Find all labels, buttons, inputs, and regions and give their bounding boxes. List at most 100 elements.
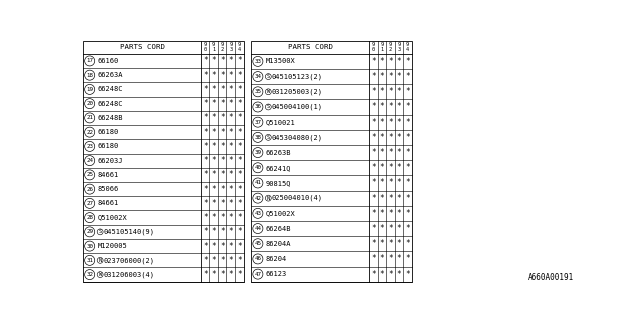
Text: 66203J: 66203J [98, 158, 124, 164]
Text: *: * [405, 118, 410, 127]
Text: *: * [237, 170, 241, 180]
Text: 28: 28 [86, 215, 93, 220]
Text: *: * [228, 185, 233, 194]
Text: *: * [203, 256, 207, 265]
Text: 17: 17 [86, 59, 93, 63]
Text: 9
3: 9 3 [229, 43, 232, 52]
Text: 66263B: 66263B [266, 149, 291, 156]
Text: *: * [237, 199, 241, 208]
Text: *: * [228, 85, 233, 94]
Text: *: * [380, 254, 384, 263]
Text: *: * [397, 270, 401, 279]
Text: *: * [371, 102, 376, 111]
Text: *: * [380, 118, 384, 127]
Text: *: * [211, 71, 216, 80]
Text: *: * [211, 156, 216, 165]
Text: *: * [405, 239, 410, 248]
Text: 9
4: 9 4 [237, 43, 241, 52]
Text: *: * [220, 185, 225, 194]
Text: 045004100(1): 045004100(1) [272, 104, 323, 110]
Text: *: * [405, 87, 410, 96]
Text: 45: 45 [254, 241, 261, 246]
Text: *: * [220, 228, 225, 236]
Text: 9
0: 9 0 [204, 43, 207, 52]
Text: *: * [388, 224, 393, 233]
Text: *: * [211, 142, 216, 151]
Text: *: * [388, 118, 393, 127]
Text: 47: 47 [254, 272, 261, 276]
Text: 66263A: 66263A [98, 72, 124, 78]
Bar [83, 41, 244, 282]
Text: *: * [228, 256, 233, 265]
Text: 86204A: 86204A [266, 241, 291, 247]
Text: *: * [371, 209, 376, 218]
Text: *: * [203, 156, 207, 165]
Text: 41: 41 [254, 180, 261, 186]
Text: 9
1: 9 1 [212, 43, 215, 52]
Text: *: * [237, 56, 241, 65]
Bar [252, 41, 412, 282]
Text: 20: 20 [86, 101, 93, 106]
Text: *: * [380, 102, 384, 111]
Text: 66248C: 66248C [98, 86, 124, 92]
Text: *: * [203, 99, 207, 108]
Text: *: * [388, 194, 393, 203]
Text: 84661: 84661 [98, 172, 119, 178]
Text: *: * [380, 224, 384, 233]
Text: 9
3: 9 3 [397, 43, 401, 52]
Text: *: * [388, 239, 393, 248]
Text: 21: 21 [86, 116, 93, 120]
Text: *: * [237, 156, 241, 165]
Text: *: * [220, 99, 225, 108]
Text: 44: 44 [254, 226, 261, 231]
Text: *: * [405, 209, 410, 218]
Text: 9
4: 9 4 [406, 43, 409, 52]
Text: 023706000(2): 023706000(2) [104, 257, 155, 264]
Text: *: * [237, 71, 241, 80]
Text: Q51002X: Q51002X [266, 210, 296, 216]
Text: *: * [220, 199, 225, 208]
Text: *: * [220, 170, 225, 180]
Text: *: * [228, 228, 233, 236]
Text: *: * [380, 239, 384, 248]
Text: *: * [388, 270, 393, 279]
Text: *: * [203, 170, 207, 180]
Text: *: * [397, 209, 401, 218]
Text: *: * [203, 199, 207, 208]
Text: 9
2: 9 2 [221, 43, 224, 52]
Text: *: * [388, 102, 393, 111]
Text: 31: 31 [86, 258, 93, 263]
Text: *: * [220, 270, 225, 279]
Text: 32: 32 [86, 272, 93, 277]
Text: PARTS CORD: PARTS CORD [287, 44, 333, 50]
Text: *: * [220, 128, 225, 137]
Text: *: * [397, 239, 401, 248]
Text: *: * [220, 56, 225, 65]
Text: *: * [405, 102, 410, 111]
Text: *: * [203, 113, 207, 123]
Text: 90815Q: 90815Q [266, 180, 291, 186]
Text: *: * [388, 133, 393, 142]
Text: *: * [228, 270, 233, 279]
Text: *: * [211, 256, 216, 265]
Text: *: * [388, 254, 393, 263]
Text: *: * [237, 213, 241, 222]
Text: *: * [380, 87, 384, 96]
Text: 37: 37 [254, 120, 261, 125]
Text: *: * [237, 128, 241, 137]
Text: *: * [397, 163, 401, 172]
Text: 18: 18 [86, 73, 93, 78]
Text: *: * [220, 256, 225, 265]
Text: *: * [371, 148, 376, 157]
Text: 66180: 66180 [98, 143, 119, 149]
Text: 19: 19 [86, 87, 93, 92]
Text: 86204: 86204 [266, 256, 287, 262]
Text: *: * [203, 270, 207, 279]
Text: *: * [380, 72, 384, 81]
Text: 46: 46 [254, 256, 261, 261]
Text: S: S [267, 105, 270, 109]
Text: M13500X: M13500X [266, 58, 296, 64]
Text: *: * [228, 170, 233, 180]
Text: *: * [203, 242, 207, 251]
Text: *: * [203, 228, 207, 236]
